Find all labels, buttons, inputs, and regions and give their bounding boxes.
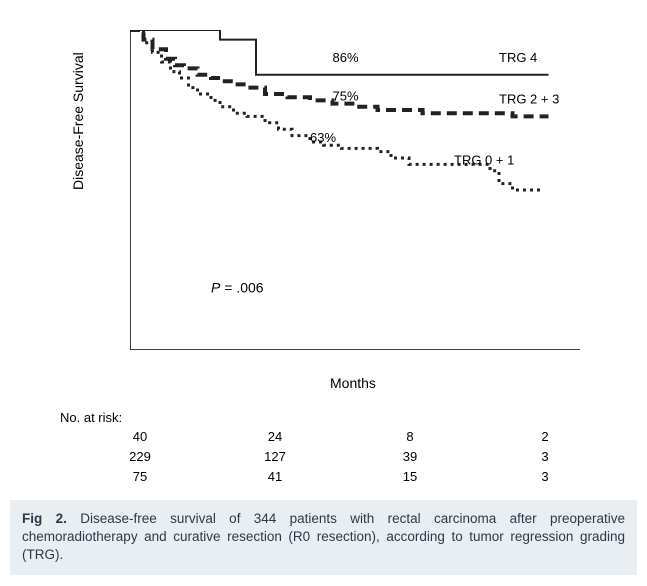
series-trg-2-+-3: [130, 30, 549, 116]
risk-cell: 40: [120, 429, 160, 444]
risk-cell: 8: [390, 429, 430, 444]
svg-text:86%: 86%: [333, 50, 359, 65]
risk-cell: 24: [255, 429, 295, 444]
svg-text:75%: 75%: [333, 88, 359, 103]
risk-cell: 39: [390, 449, 430, 464]
svg-text:TRG 4: TRG 4: [499, 50, 537, 65]
plot-svg: 00.10.20.30.40.50.60.70.80.91.0 01020304…: [130, 30, 580, 350]
risk-row: 75 41 15 3: [60, 469, 600, 487]
risk-row: 40 24 8 2: [60, 429, 600, 447]
svg-text:TRG 2 + 3: TRG 2 + 3: [499, 92, 559, 107]
risk-table-title: No. at risk:: [60, 410, 600, 425]
svg-text:63%: 63%: [310, 130, 336, 145]
figure-caption: Fig 2. Disease-free survival of 344 pati…: [10, 500, 637, 575]
risk-cell: 41: [255, 469, 295, 484]
axes: [130, 30, 580, 350]
risk-cell: 15: [390, 469, 430, 484]
risk-cell: 127: [255, 449, 295, 464]
svg-text:TRG 0 + 1: TRG 0 + 1: [454, 152, 514, 167]
risk-table-rows: 40 24 8 2 229 127 39 3 75 41 15 3: [60, 429, 600, 487]
risk-table: No. at risk: 40 24 8 2 229 127 39 3 75 41 15 3: [60, 410, 600, 489]
risk-row: 229 127 39 3: [60, 449, 600, 467]
svg-text:P = .006: P = .006: [211, 279, 264, 295]
risk-cell: 3: [525, 449, 565, 464]
risk-cell: 2: [525, 429, 565, 444]
caption-lead: Fig 2.: [22, 511, 67, 526]
chart-annotations: 86% 75% 63% TRG 4 TRG 2 + 3 TRG 0 + 1 P = .006: [211, 50, 559, 295]
survival-chart: Disease-Free Survival Months 00.10.20.30…: [60, 20, 600, 400]
x-axis-label: Months: [330, 375, 376, 391]
y-axis-label: Disease-Free Survival: [70, 52, 86, 190]
risk-cell: 229: [120, 449, 160, 464]
risk-cell: 3: [525, 469, 565, 484]
risk-cell: 75: [120, 469, 160, 484]
caption-text: Disease-free survival of 344 patients wi…: [22, 511, 625, 562]
